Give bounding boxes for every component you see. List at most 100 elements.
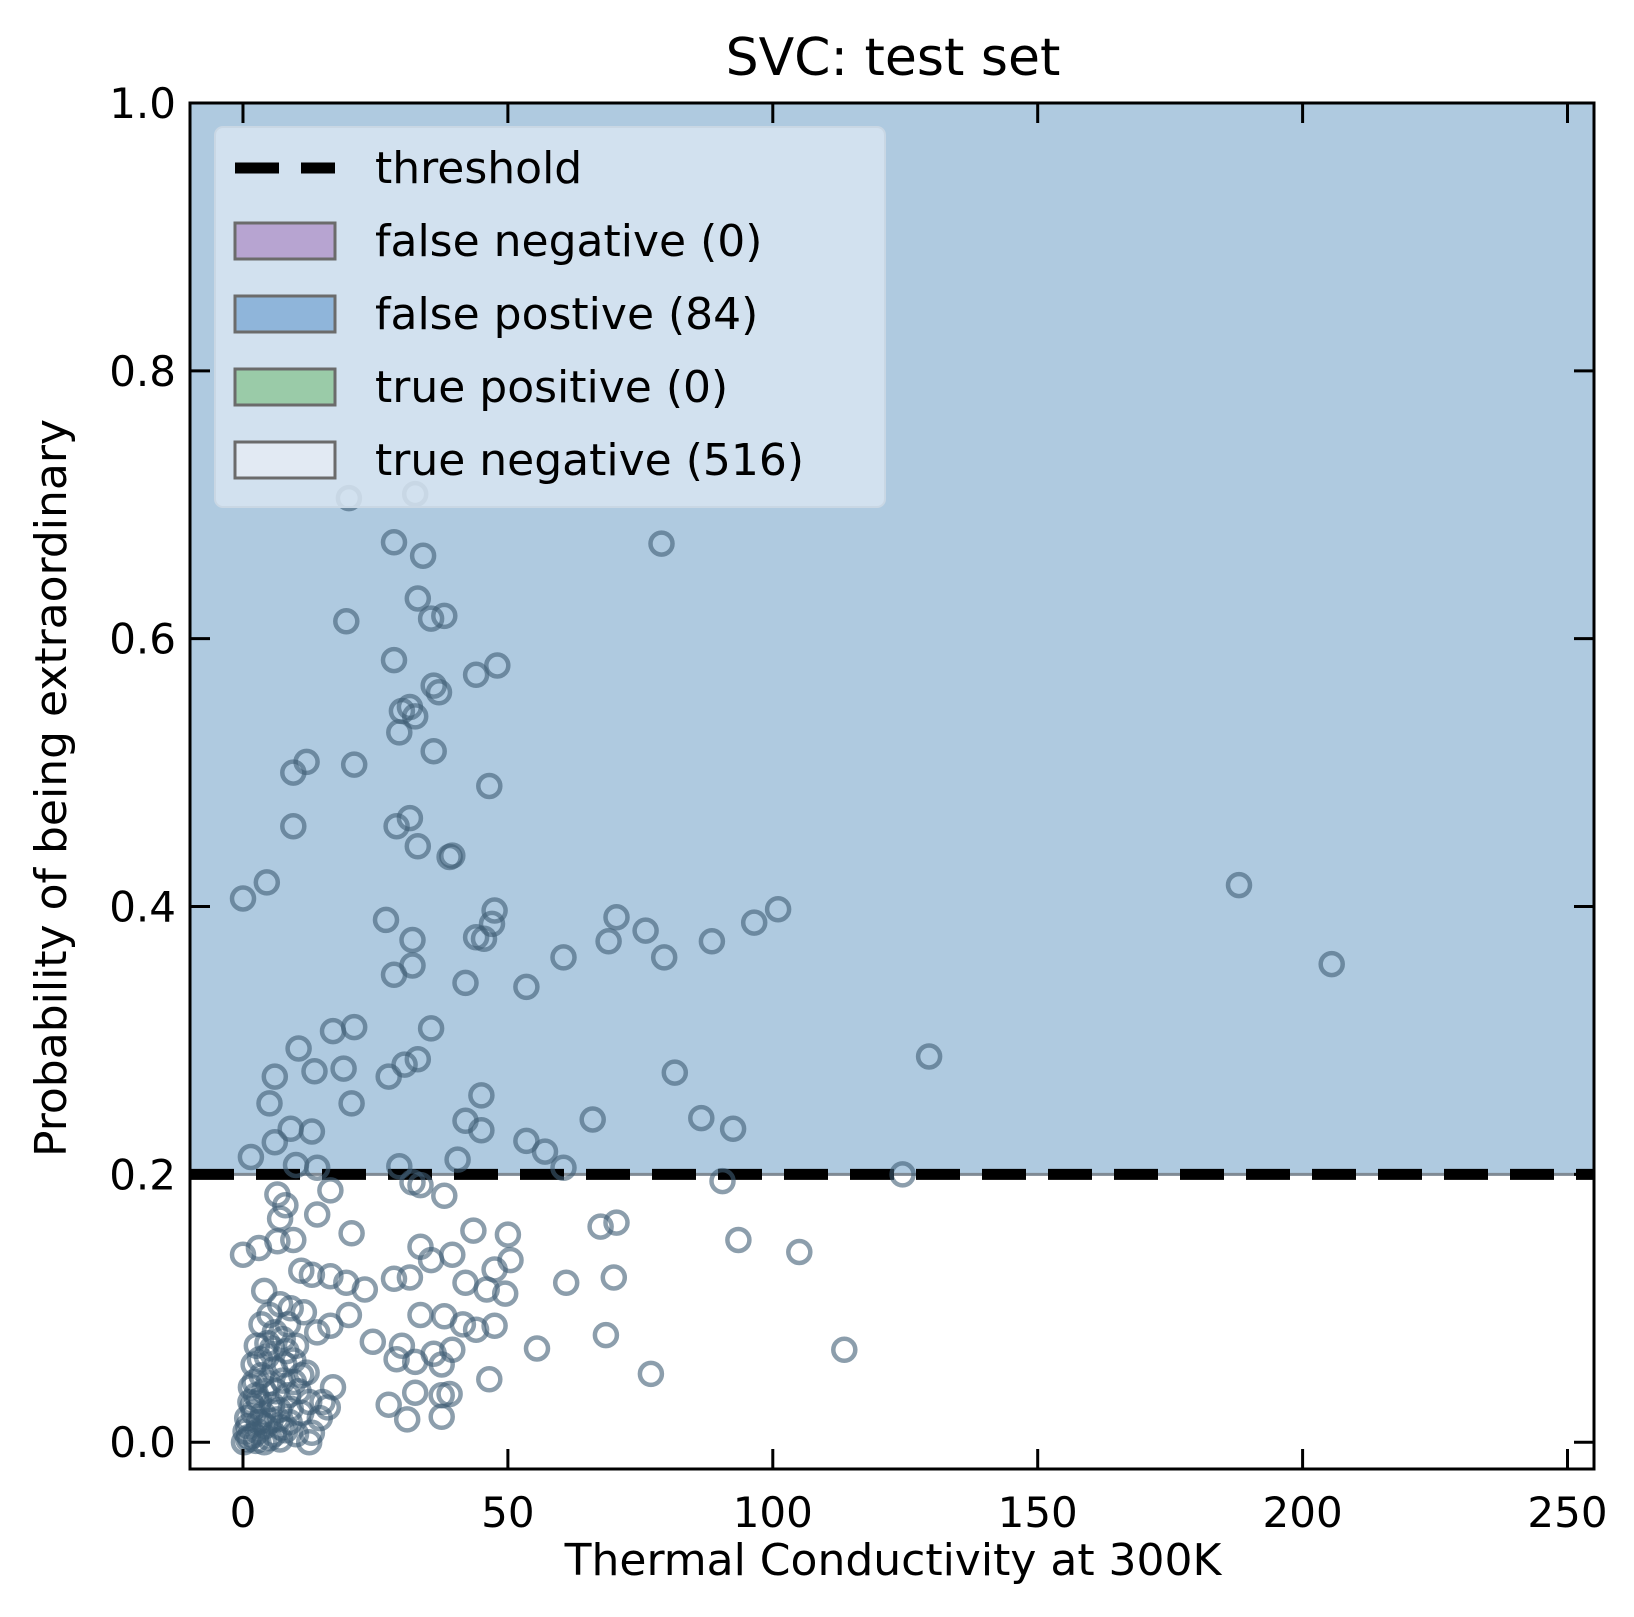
data-point <box>272 1191 299 1219</box>
legend-swatch <box>233 367 337 407</box>
regions-layer <box>190 103 1594 1469</box>
data-point <box>444 1146 471 1173</box>
data-point <box>531 1138 559 1165</box>
data-point <box>383 812 410 840</box>
data-point <box>404 585 432 612</box>
data-point <box>261 1063 289 1090</box>
data-point <box>688 1104 715 1132</box>
data-point <box>407 1171 434 1199</box>
data-point <box>257 1407 284 1435</box>
data-point <box>280 759 307 786</box>
data-point <box>237 1143 265 1171</box>
data-point <box>513 973 540 1001</box>
data-point <box>650 944 678 971</box>
data-point <box>587 1213 614 1240</box>
data-point <box>436 1380 463 1408</box>
x-tick-label: 50 <box>481 1488 534 1537</box>
data-point <box>404 833 432 860</box>
x-axis-label: Thermal Conductivity at 300K <box>564 1535 1223 1586</box>
data-point <box>250 1277 278 1305</box>
data-point <box>439 842 466 869</box>
data-point <box>253 869 281 896</box>
data-point <box>303 1201 331 1228</box>
data-point <box>295 1428 323 1456</box>
data-point <box>359 1328 387 1356</box>
data-point <box>280 1368 308 1396</box>
data-point <box>468 1082 495 1109</box>
legend-swatch <box>233 221 337 261</box>
data-point <box>285 1035 312 1062</box>
data-point <box>383 1345 410 1373</box>
data-point <box>725 1226 752 1254</box>
data-point <box>380 646 408 674</box>
data-point <box>273 1337 300 1365</box>
data-point <box>428 1403 455 1431</box>
data-point <box>399 952 426 979</box>
data-point <box>719 1115 747 1143</box>
data-point <box>380 1265 408 1293</box>
legend-box <box>214 126 886 508</box>
data-point <box>1318 950 1345 978</box>
data-point <box>661 1059 689 1086</box>
data-point <box>481 1312 508 1339</box>
data-point <box>245 1234 273 1262</box>
data-point <box>494 1221 522 1248</box>
data-point <box>399 926 426 954</box>
data-point <box>396 1264 424 1291</box>
data-point <box>340 1013 368 1041</box>
y-tick-label: 0.0 <box>109 1418 176 1467</box>
data-point <box>648 530 675 557</box>
data-point <box>330 1055 357 1082</box>
data-point <box>256 1090 283 1117</box>
data-point <box>388 1332 416 1360</box>
data-point <box>229 885 257 912</box>
data-point <box>351 1276 379 1303</box>
data-point <box>309 1388 336 1416</box>
data-point <box>386 719 413 746</box>
data-point <box>497 1246 524 1274</box>
data-point <box>431 602 458 630</box>
data-point <box>306 1404 334 1432</box>
data-point <box>476 772 503 800</box>
legend-label: true negative (516) <box>375 435 804 486</box>
data-point <box>338 1220 365 1247</box>
x-tick-label: 150 <box>998 1488 1078 1537</box>
data-point <box>478 910 506 938</box>
legend: threshold false negative (0) false postive… <box>214 126 886 508</box>
data-point <box>417 1015 445 1042</box>
data-point <box>462 1316 490 1343</box>
data-point <box>449 1311 477 1338</box>
data-point <box>303 1319 331 1346</box>
legend-label: false negative (0) <box>375 216 762 267</box>
data-point <box>298 1261 326 1289</box>
plot-frame <box>188 101 1596 1471</box>
legend-label: threshold <box>375 143 582 194</box>
data-point <box>831 1336 858 1364</box>
data-point <box>420 737 447 765</box>
data-point <box>417 605 445 632</box>
data-point <box>709 1167 736 1195</box>
data-point <box>393 1406 421 1433</box>
data-point <box>333 608 360 635</box>
data-point <box>523 1335 551 1362</box>
data-point <box>338 1090 365 1117</box>
data-point <box>396 804 424 832</box>
data-point <box>301 1058 328 1085</box>
data-point <box>404 1045 432 1073</box>
data-point <box>317 1262 344 1290</box>
data-point <box>476 1366 503 1393</box>
data-point <box>229 1241 257 1268</box>
data-point <box>452 969 479 997</box>
data-point <box>595 928 622 955</box>
data-point <box>409 542 437 569</box>
y-tick-label: 0.8 <box>109 347 176 396</box>
data-point <box>431 1182 458 1210</box>
y-tick-label: 0.6 <box>109 615 176 664</box>
y-axis-label: Probability of being extraordinary <box>26 419 77 1157</box>
data-point <box>550 1154 577 1181</box>
data-point <box>428 1351 455 1378</box>
data-point <box>740 909 768 936</box>
data-point <box>401 1379 429 1406</box>
data-point <box>698 928 726 955</box>
